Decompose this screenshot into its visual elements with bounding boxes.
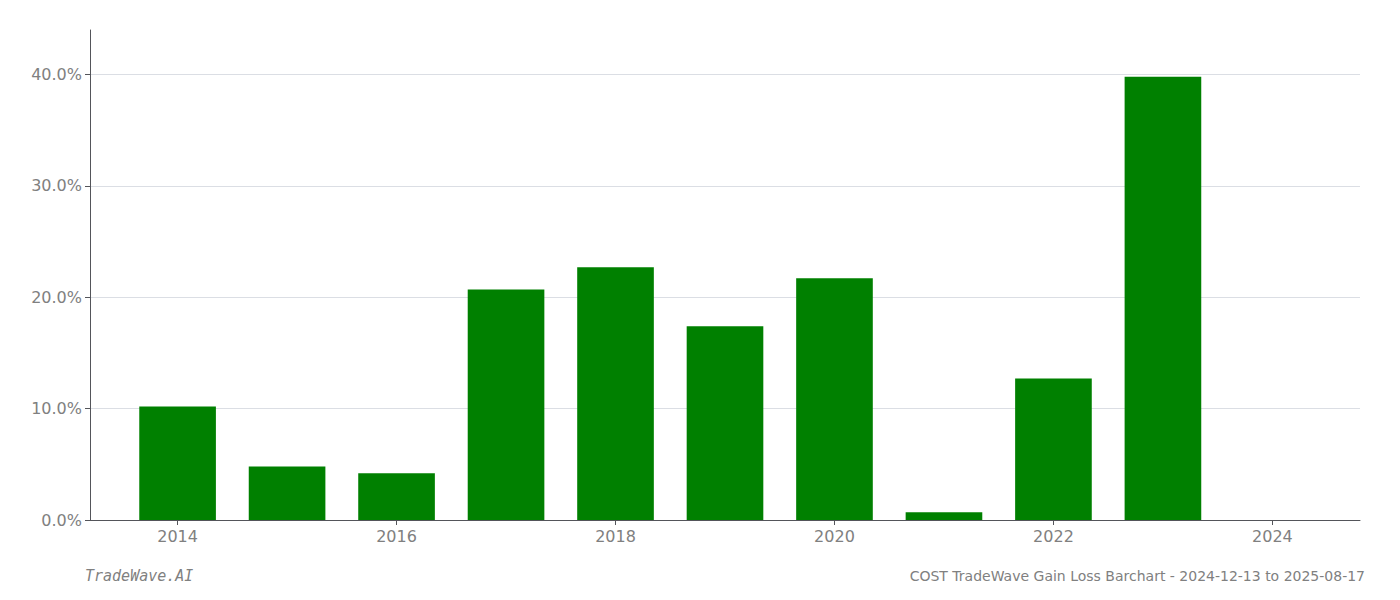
svg-text:40.0%: 40.0% xyxy=(31,65,82,84)
svg-text:0.0%: 0.0% xyxy=(41,511,82,530)
svg-text:2016: 2016 xyxy=(376,527,417,546)
svg-text:20.0%: 20.0% xyxy=(31,288,82,307)
svg-text:TradeWave.AI: TradeWave.AI xyxy=(85,567,193,585)
svg-text:2014: 2014 xyxy=(157,527,198,546)
svg-text:30.0%: 30.0% xyxy=(31,176,82,195)
svg-text:2022: 2022 xyxy=(1033,527,1074,546)
svg-text:10.0%: 10.0% xyxy=(31,399,82,418)
svg-text:2024: 2024 xyxy=(1252,527,1293,546)
svg-text:COST TradeWave Gain Loss Barch: COST TradeWave Gain Loss Barchart - 2024… xyxy=(910,568,1365,584)
svg-text:2018: 2018 xyxy=(595,527,636,546)
svg-text:2020: 2020 xyxy=(814,527,855,546)
